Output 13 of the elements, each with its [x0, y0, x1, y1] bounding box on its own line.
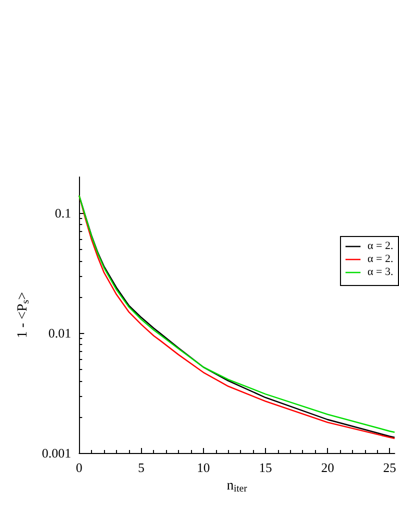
- x-tick-label: 25: [383, 460, 396, 475]
- x-tick-label: 10: [196, 460, 210, 475]
- x-tick-label: 20: [321, 460, 334, 475]
- x-tick-label: 15: [258, 460, 272, 475]
- y-tick-label: 0.1: [54, 206, 72, 221]
- y-axis-title: 1 - <Ps>: [16, 292, 32, 338]
- y-tick-label: 0.01: [48, 326, 72, 341]
- x-tick-label: 0: [76, 460, 82, 475]
- x-tick-label: 5: [138, 460, 145, 475]
- legend-label: α = 3.: [368, 266, 394, 278]
- legend-label: α = 2.: [368, 253, 394, 265]
- y-tick-label: 0.001: [42, 446, 72, 460]
- legend-label: α = 2.: [368, 240, 394, 252]
